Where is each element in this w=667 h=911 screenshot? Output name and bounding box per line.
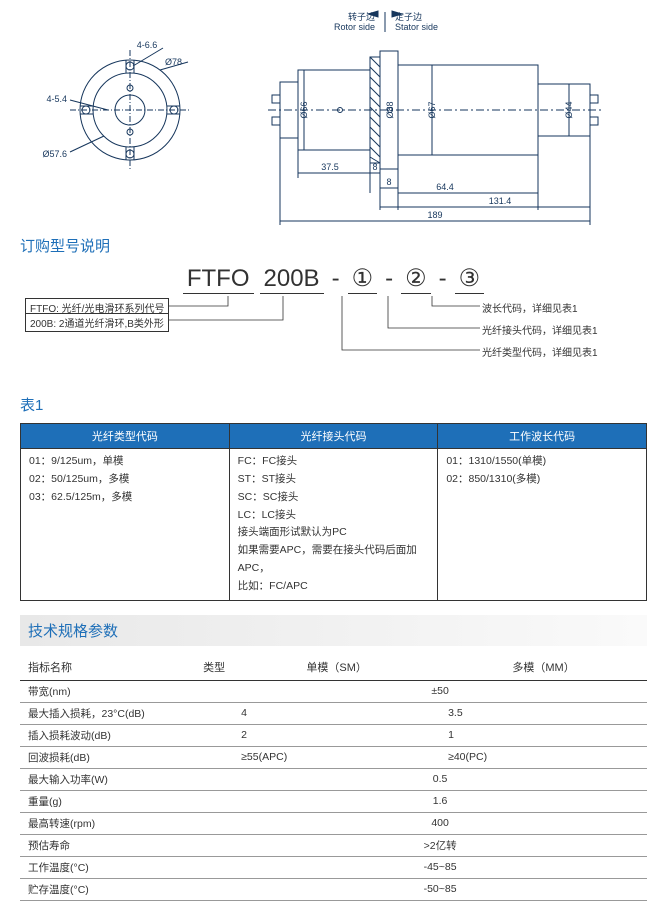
spec-row-mm: 3.5: [440, 702, 647, 724]
spec-row-val: 0.5: [233, 768, 647, 790]
order-right-c: 光纤类型代码，详细见表1: [482, 343, 598, 360]
model-p5: ③: [455, 264, 485, 294]
t1-c3: 01：1310/1550(单模)02：850/1310(多模): [438, 449, 647, 601]
dim-d88: Ø88: [385, 101, 395, 118]
model-p4: ②: [401, 264, 431, 294]
spec-row-val: ±50: [233, 680, 647, 702]
spec-h-type: 类型: [203, 659, 225, 675]
spec-row-mm: ≥40(PC): [440, 746, 647, 768]
order-right-a: 波长代码，详细见表1: [482, 299, 578, 316]
spec-row-sm: 2: [233, 724, 440, 746]
dim-4-5-4: 4-5.4: [46, 94, 67, 104]
spec-row-name: 带宽(nm): [20, 680, 233, 702]
t1-h1: 光纤类型代码: [21, 424, 230, 449]
table1: 光纤类型代码 光纤接头代码 工作波长代码 01：9/125um，单模02：50/…: [20, 423, 647, 601]
t1-h2: 光纤接头代码: [229, 424, 438, 449]
spec-row-name: 最大输入功率(W): [20, 768, 233, 790]
dim-d57-6: Ø57.6: [42, 149, 67, 159]
spec-h-name: 指标名称: [28, 662, 72, 674]
rotor-en: Rotor side: [334, 22, 375, 32]
dim-37-5: 37.5: [321, 162, 339, 172]
sep1: -: [330, 265, 342, 293]
technical-drawing: 4-6.6 Ø78 Ø57.6 4-5.4 转子边 Rotor side 定子边…: [20, 10, 647, 225]
t1-h3: 工作波长代码: [438, 424, 647, 449]
model-line: FTFO 200B - ① - ② - ③: [20, 264, 647, 294]
spec-row-val: -50~85: [233, 878, 647, 900]
stator-en: Stator side: [395, 22, 438, 32]
sep3: -: [437, 265, 449, 293]
order-section-title: 订购型号说明: [20, 235, 647, 256]
dim-8a: 8: [372, 162, 377, 172]
spec-row-name: 最大插入损耗，23°C(dB): [20, 702, 233, 724]
specs-title: 技术规格参数: [20, 615, 647, 646]
spec-row-name: 插入损耗波动(dB): [20, 724, 233, 746]
dim-8b: 8: [386, 177, 391, 187]
spec-row-name: 预估寿命: [20, 834, 233, 856]
order-right-b: 光纤接头代码，详细见表1: [482, 321, 598, 338]
spec-row-val: -45~85: [233, 856, 647, 878]
dim-189: 189: [427, 210, 442, 220]
spec-h-sm: 单模（SM）: [233, 654, 440, 681]
dim-131-4: 131.4: [489, 196, 512, 206]
dim-64-4: 64.4: [436, 182, 454, 192]
model-p1: FTFO: [183, 265, 254, 294]
spec-row-sm: ≥55(APC): [233, 746, 440, 768]
order-model-block: FTFO 200B - ① - ② - ③ FTFO: 光纤/光电滑环系列代号 …: [20, 264, 647, 384]
drawing-svg: 4-6.6 Ø78 Ø57.6 4-5.4 转子边 Rotor side 定子边…: [20, 10, 647, 225]
spec-row-name: 重量(g): [20, 790, 233, 812]
table1-title: 表1: [20, 394, 647, 415]
spec-row-name: 贮存温度(°C): [20, 878, 233, 900]
order-left-b: 200B: 2通道光纤滑环,B类外形: [25, 313, 169, 332]
model-p2: 200B: [260, 265, 324, 294]
dim-d78: Ø78: [165, 57, 182, 67]
spec-row-val: 1.6: [233, 790, 647, 812]
model-p3: ①: [348, 264, 378, 294]
spec-row-mm: 1: [440, 724, 647, 746]
dim-4-6-6: 4-6.6: [137, 40, 158, 50]
spec-row-sm: 4: [233, 702, 440, 724]
t1-c1: 01：9/125um，单模02：50/125um，多模03：62.5/125m，…: [21, 449, 230, 601]
spec-row-name: 工作温度(°C): [20, 856, 233, 878]
specs-table: 指标名称 类型 单模（SM） 多模（MM） 带宽(nm)±50最大插入损耗，23…: [20, 654, 647, 901]
sep2: -: [383, 265, 395, 293]
t1-c2: FC：FC接头ST：ST接头SC：SC接头LC：LC接头接头端面形试默认为PC如…: [229, 449, 438, 601]
spec-row-name: 回波损耗(dB): [20, 746, 233, 768]
spec-row-val: >2亿转: [233, 834, 647, 856]
spec-h-mm: 多模（MM）: [440, 654, 647, 681]
